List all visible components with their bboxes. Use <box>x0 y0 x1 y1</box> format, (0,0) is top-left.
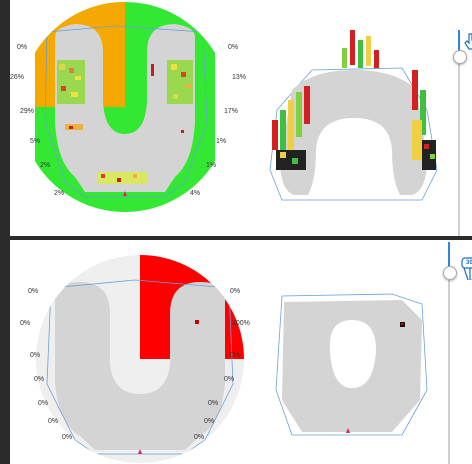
contact-point <box>195 320 199 324</box>
bottom-left-label-6: 0% <box>48 418 59 425</box>
arch-outline-2 <box>275 293 428 436</box>
midline-marker <box>138 449 142 454</box>
bottom-left-label-7: 0% <box>62 434 73 441</box>
top-slider-track[interactable] <box>458 30 460 236</box>
midline-marker <box>123 191 127 196</box>
arch-shape <box>55 24 195 192</box>
top-right-label-5: 1% <box>206 162 217 169</box>
heat-cells-left <box>57 60 85 130</box>
bottom-right-label-2: 100% <box>232 320 250 327</box>
top-left-label-2: 26% <box>10 74 25 81</box>
arch-outline <box>44 25 208 198</box>
bottom-right-label-1: 0% <box>230 288 241 295</box>
top-left-label-3: 29% <box>20 108 35 115</box>
bottom-left-label-5: 0% <box>38 400 49 407</box>
bottom-occlusion-disc <box>36 255 244 463</box>
bottom-right-label-6: 0% <box>204 418 215 425</box>
tool-value: 30 <box>466 260 472 266</box>
top-right-label-2: 13% <box>232 74 247 81</box>
hand-pointer-icon[interactable] <box>464 32 472 52</box>
bottom-slider-knob[interactable] <box>443 266 457 280</box>
top-right-label-4: 1% <box>216 138 227 145</box>
bottom-left-label-2: 0% <box>20 320 31 327</box>
bottom-right-label-7: 0% <box>194 434 205 441</box>
tooth-filter-icon[interactable] <box>460 256 472 282</box>
bars-left <box>272 86 310 170</box>
bottom-slider-fill <box>448 242 450 270</box>
top-right-label-1: 0% <box>228 44 239 51</box>
top-right-label-3: 17% <box>224 108 239 115</box>
top-left-label-6: 2% <box>54 190 65 197</box>
top-left-label-1: 0% <box>17 44 28 51</box>
top-left-label-4: 5% <box>30 138 41 145</box>
bottom-arch-view <box>275 293 428 436</box>
top-left-label-5: 2% <box>40 162 51 169</box>
bottom-panel: 0% 0% 0% 0% 0% 0% 0% 0% 100% 0% 0% 0% 0%… <box>10 240 472 464</box>
contact-point-2-red <box>401 323 403 325</box>
arch-shape-2 <box>282 300 422 432</box>
bars-front <box>342 30 379 68</box>
heat-cells-front <box>97 172 147 184</box>
top-3d-bar-view <box>269 30 438 201</box>
heat-cells-right <box>151 60 193 133</box>
top-occlusion-disc <box>35 2 215 212</box>
top-slider-fill <box>458 30 460 54</box>
top-slider-knob[interactable] <box>453 50 467 64</box>
arch-shape-3d <box>280 70 427 195</box>
top-panel: 0% 26% 29% 5% 2% 2% 0% 13% 17% 1% 1% 4% <box>10 0 472 236</box>
top-right-label-6: 4% <box>190 190 201 197</box>
bars-right <box>412 70 436 170</box>
bottom-right-label-4: 0% <box>224 376 235 383</box>
bottom-right-label-5: 0% <box>208 400 219 407</box>
midline-marker-2 <box>346 428 350 433</box>
bottom-left-label-4: 0% <box>34 376 45 383</box>
bottom-left-label-3: 0% <box>30 352 41 359</box>
bottom-slider-track[interactable] <box>448 242 450 464</box>
panel-divider <box>0 236 472 240</box>
arch-outline <box>46 279 234 455</box>
arch-shape <box>55 282 225 450</box>
bottom-left-label-1: 0% <box>28 288 39 295</box>
bottom-right-label-3: 0% <box>230 352 241 359</box>
